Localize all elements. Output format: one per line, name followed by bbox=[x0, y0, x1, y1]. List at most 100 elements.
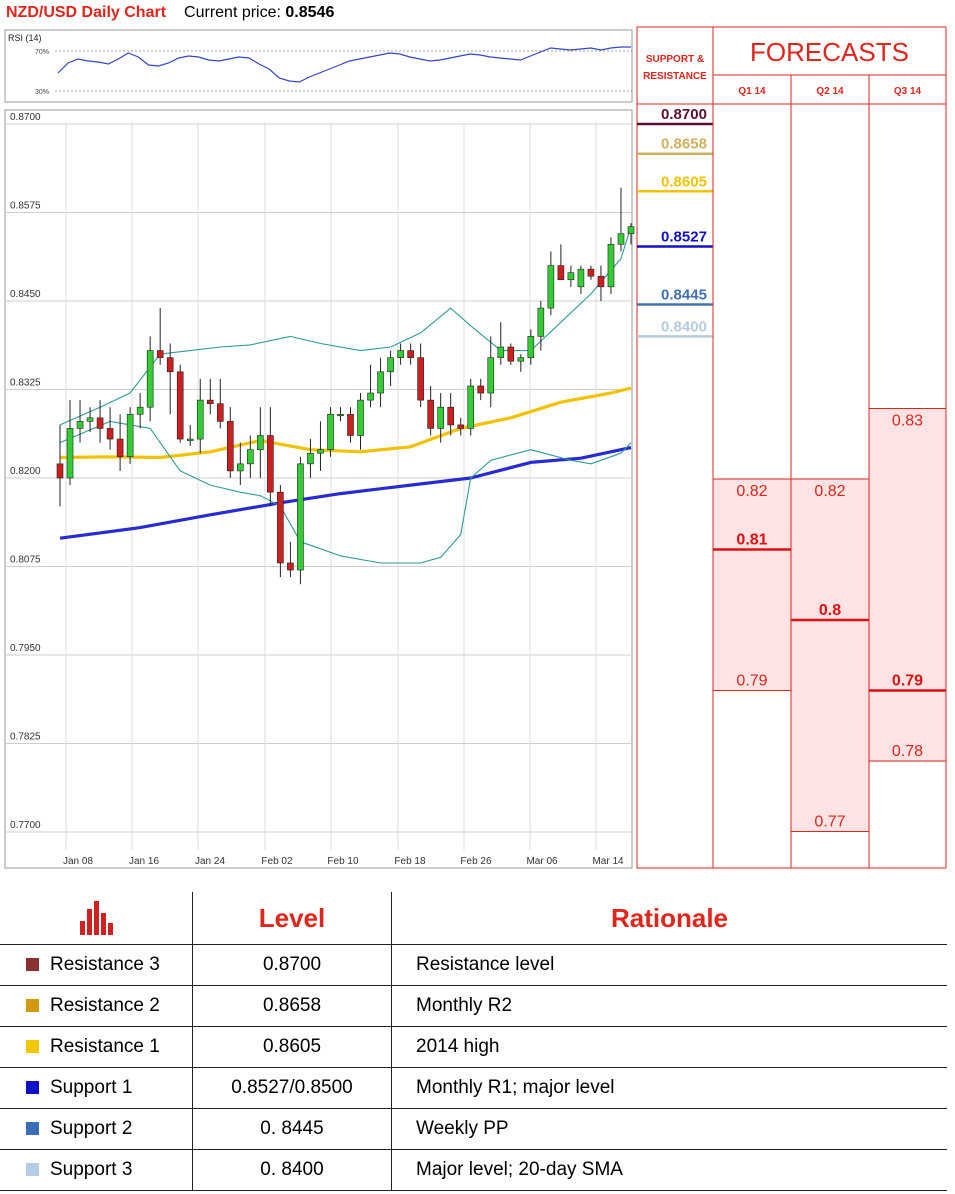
sr-header: SUPPORT & bbox=[646, 54, 704, 65]
sr-level-label: 0.8658 bbox=[661, 136, 707, 153]
chart-canvas: RSI (14)70%30% 0.87000.85750.84500.83250… bbox=[4, 26, 947, 869]
levels-table: Level Rationale Resistance 3 0.8700 Resist… bbox=[0, 892, 947, 1191]
sr-level-label: 0.8700 bbox=[661, 106, 707, 123]
forecast-range-band bbox=[869, 408, 946, 761]
candle-body bbox=[407, 350, 414, 358]
candle-body bbox=[287, 562, 294, 571]
rsi-title: RSI (14) bbox=[8, 33, 42, 43]
candle-body bbox=[547, 265, 555, 309]
candle-body bbox=[267, 435, 274, 493]
forecast-target-label: 0.79 bbox=[892, 673, 923, 690]
candle-body bbox=[567, 272, 575, 281]
candle-body bbox=[437, 406, 444, 429]
price-tick-label: 0.8075 bbox=[10, 555, 41, 566]
table-row: Resistance 2 0.8658 Monthly R2 bbox=[0, 985, 947, 1027]
candle-body bbox=[106, 428, 114, 440]
candle-body bbox=[537, 307, 545, 337]
level-swatch bbox=[26, 999, 39, 1012]
price-tick-label: 0.8450 bbox=[10, 289, 41, 300]
date-tick-label: Feb 10 bbox=[327, 856, 359, 867]
table-row: Support 3 0. 8400 Major level; 20-day SMA bbox=[0, 1149, 947, 1191]
candle-body bbox=[307, 452, 314, 465]
candle-body bbox=[367, 392, 374, 401]
price-frame bbox=[4, 109, 633, 869]
candle-body bbox=[487, 357, 495, 394]
candle-body bbox=[186, 438, 194, 441]
level-value: 0.8700 bbox=[192, 944, 392, 986]
table-row: Support 1 0.8527/0.8500 Monthly R1; major … bbox=[0, 1067, 947, 1109]
forecast-title: FORECASTS bbox=[750, 37, 909, 67]
sr-header: RESISTANCE bbox=[643, 71, 707, 82]
candle-body bbox=[387, 357, 394, 373]
levels-table-header: Level Rationale bbox=[0, 892, 947, 945]
candle-body bbox=[597, 275, 605, 288]
level-value: 0.8658 bbox=[192, 985, 392, 1027]
candle-body bbox=[497, 346, 505, 358]
candle-body bbox=[176, 371, 184, 440]
candle-body bbox=[347, 413, 354, 436]
candle-body bbox=[237, 463, 244, 472]
candle-body bbox=[277, 491, 284, 564]
forecast-high-label: 0.82 bbox=[814, 483, 845, 500]
candle-body bbox=[317, 449, 324, 454]
level-rationale: Weekly PP bbox=[391, 1108, 947, 1150]
candle-body bbox=[116, 438, 124, 458]
candle-body bbox=[447, 406, 454, 426]
candle-body bbox=[297, 463, 304, 571]
chart-header: NZD/USD Daily Chart Current price: 0.8546 bbox=[6, 2, 334, 24]
table-row: Support 2 0. 8445 Weekly PP bbox=[0, 1108, 947, 1150]
level-swatch bbox=[26, 1040, 39, 1053]
candle-body bbox=[247, 449, 254, 465]
candle-body bbox=[507, 346, 515, 362]
forecast-quarter-label: Q2 14 bbox=[816, 86, 844, 97]
header-icon-cell bbox=[0, 892, 193, 945]
forecast-range-band bbox=[713, 479, 791, 691]
sr-level-label: 0.8605 bbox=[661, 173, 707, 190]
price-tick-label: 0.8325 bbox=[10, 378, 41, 389]
level-name-cell: Support 3 bbox=[0, 1149, 193, 1191]
candle-body bbox=[196, 399, 204, 440]
candle-body bbox=[226, 421, 234, 472]
candle-body bbox=[166, 357, 174, 373]
level-value: 0.8605 bbox=[192, 1026, 392, 1068]
bollinger-band-line bbox=[59, 226, 632, 426]
level-rationale: Resistance level bbox=[391, 944, 947, 986]
candle-body bbox=[257, 435, 264, 450]
candle-body bbox=[56, 463, 64, 479]
candle-body bbox=[417, 357, 424, 401]
date-tick-label: Jan 16 bbox=[129, 856, 159, 867]
forecast-low-label: 0.77 bbox=[814, 814, 845, 831]
candle-body bbox=[216, 403, 224, 422]
candle-body bbox=[527, 336, 535, 358]
table-row: Resistance 3 0.8700 Resistance level bbox=[0, 944, 947, 986]
price-tick-label: 0.8200 bbox=[10, 466, 41, 477]
price-tick-label: 0.7700 bbox=[10, 820, 41, 831]
candle-body bbox=[337, 413, 344, 417]
sr-level-label: 0.8400 bbox=[661, 318, 707, 335]
forecast-range-band bbox=[791, 479, 869, 832]
sr-level-label: 0.8527 bbox=[661, 228, 707, 245]
date-tick-label: Feb 18 bbox=[394, 856, 426, 867]
level-name: Resistance 1 bbox=[50, 1036, 160, 1057]
candle-body bbox=[76, 421, 84, 429]
candle-body bbox=[427, 399, 434, 429]
price-tick-label: 0.7950 bbox=[10, 643, 41, 654]
forecast-target-label: 0.81 bbox=[736, 532, 767, 549]
bar-chart-icon bbox=[80, 901, 113, 935]
date-tick-label: Jan 08 bbox=[63, 856, 93, 867]
candle-body bbox=[146, 350, 154, 408]
date-tick-label: Jan 24 bbox=[195, 856, 225, 867]
level-rationale: Monthly R1; major level bbox=[391, 1067, 947, 1109]
date-tick-label: Mar 14 bbox=[592, 856, 624, 867]
level-rationale: 2014 high bbox=[391, 1026, 947, 1068]
candle-body bbox=[517, 357, 525, 362]
forecast-low-label: 0.79 bbox=[736, 673, 767, 690]
rsi-line bbox=[57, 46, 631, 83]
level-name: Resistance 2 bbox=[50, 995, 160, 1016]
candle-body bbox=[457, 424, 465, 429]
chart-title: NZD/USD Daily Chart bbox=[6, 4, 167, 21]
price-tick-label: 0.7825 bbox=[10, 732, 41, 743]
forecast-high-label: 0.83 bbox=[892, 413, 923, 430]
rsi-tick-label: 30% bbox=[35, 89, 49, 96]
candle-body bbox=[587, 268, 595, 277]
